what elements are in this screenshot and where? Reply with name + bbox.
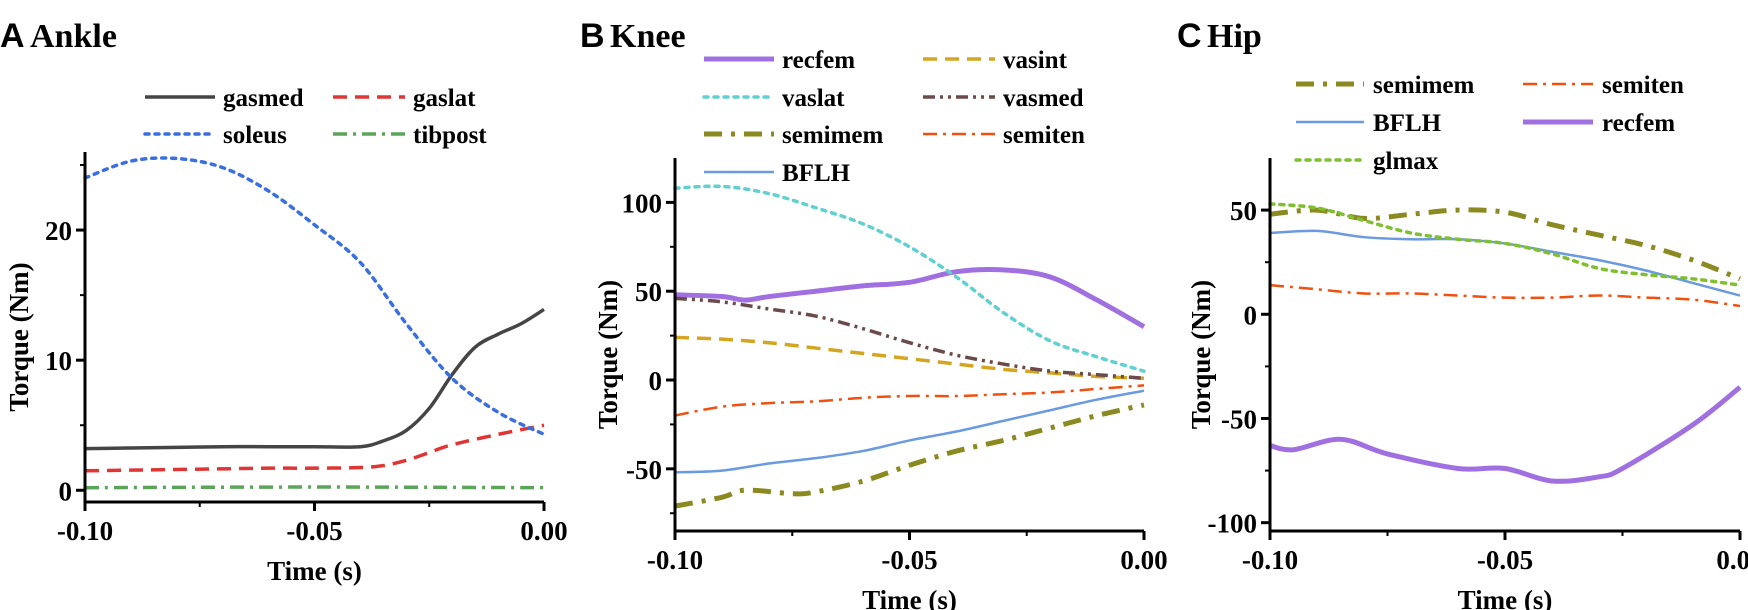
y-tick-label: 0 [1244, 300, 1258, 330]
legend-label: recfem [1602, 110, 1675, 137]
legend-item-gasmed: gasmed [145, 85, 304, 112]
panel-letter: C [1177, 17, 1202, 55]
x-tick-label: -0.10 [1242, 545, 1298, 575]
legend-item-semimem: semimem [704, 122, 884, 149]
y-axis-label: Torque (Nm) [1186, 280, 1216, 429]
legend-item-semimem: semimem [1296, 72, 1475, 99]
panel-title: Ankle [30, 18, 117, 55]
legend-item-semiten: semiten [923, 122, 1085, 149]
y-tick-label: 20 [45, 216, 72, 246]
x-axis-label: Time (s) [862, 585, 957, 610]
panel-ankle: A Ankle -0.10 -0.05 0.00 0 10 20 Time (s) Torque … [0, 17, 568, 586]
legend-label: vasint [1003, 47, 1068, 74]
y-axis-label: Torque (Nm) [4, 262, 34, 411]
y-tick-label: 0 [59, 476, 73, 506]
series-line-soleus [83, 156, 546, 437]
series-line-semimem [674, 402, 1145, 509]
series-line-bflh [1269, 229, 1741, 297]
legend-item-soleus: soleus [143, 122, 287, 149]
legend-item-vaslat: vaslat [702, 85, 845, 112]
y-axis-label: Torque (Nm) [593, 280, 623, 429]
legend-label: semiten [1003, 122, 1085, 149]
series-line-bflh [674, 389, 1145, 474]
x-axis-label: Time (s) [267, 556, 362, 586]
legend-label: vasmed [1003, 85, 1084, 112]
y-tick-label: -50 [1221, 404, 1257, 434]
y-tick-label: 50 [635, 277, 662, 307]
panel-letter: B [580, 17, 605, 55]
legend-item-tibpost: tibpost [333, 122, 487, 149]
legend-item-glmax: glmax [1294, 148, 1439, 175]
legend: gasmed gaslat soleus tibpost [143, 85, 487, 149]
legend-label: BFLH [1373, 110, 1442, 137]
series-line-vasmed [674, 296, 1145, 380]
series-group [1268, 202, 1742, 484]
y-tick-label: -100 [1208, 509, 1258, 539]
x-tick-label: -0.10 [57, 516, 113, 546]
legend-item-vasint: vasint [923, 47, 1068, 74]
legend-label: soleus [223, 122, 287, 149]
legend-label: gasmed [223, 85, 304, 112]
series-line-recfem [1269, 385, 1742, 484]
series-line-vaslat [673, 184, 1146, 373]
x-tick-label: 0.00 [1120, 545, 1167, 575]
legend-label: semiten [1602, 72, 1684, 99]
legend-label: recfem [782, 47, 855, 74]
panel-letter: A [0, 17, 25, 55]
y-tick-label: -50 [626, 455, 662, 485]
x-tick-label: 0.00 [1716, 545, 1748, 575]
panel-knee: B Knee -0.10 -0.05 0.00 -50 0 50 100 Time (s) Torq… [580, 17, 1168, 610]
legend-label: vaslat [782, 85, 845, 112]
x-tick-label: -0.05 [1477, 545, 1533, 575]
series-group [83, 156, 546, 490]
y-tick-label: 10 [45, 346, 72, 376]
legend-item-semiten: semiten [1523, 72, 1684, 99]
legend-item-vasmed: vasmed [923, 85, 1084, 112]
legend: recfem vasint vaslat vasmed semimem semiten BF… [702, 47, 1085, 187]
series-line-semiten [1269, 283, 1741, 308]
series-line-gaslat [84, 423, 545, 473]
legend-item-recfem: recfem [704, 47, 855, 74]
series-line-semiten [674, 384, 1145, 417]
legend-item-gaslat: gaslat [333, 85, 476, 112]
y-tick-label: 0 [649, 366, 663, 396]
legend: semimem semiten BFLH recfem glmax [1294, 72, 1684, 175]
panel-title: Hip [1207, 18, 1262, 55]
series-line-glmax [1268, 202, 1742, 287]
x-tick-label: 0.00 [520, 516, 567, 546]
legend-item-bflh: BFLH [704, 160, 851, 187]
legend-item-bflh: BFLH [1296, 110, 1442, 137]
x-tick-label: -0.05 [881, 545, 937, 575]
series-line-gasmed [84, 307, 545, 451]
legend-label: tibpost [413, 122, 487, 149]
legend-label: BFLH [782, 160, 851, 187]
legend-label: semimem [1373, 72, 1475, 99]
x-tick-label: -0.10 [647, 545, 703, 575]
series-group [673, 184, 1146, 509]
y-tick-label: 100 [622, 188, 663, 218]
legend-item-recfem: recfem [1523, 110, 1675, 137]
legend-label: semimem [782, 122, 884, 149]
legend-label: glmax [1373, 148, 1439, 175]
legend-label: gaslat [413, 85, 476, 112]
y-tick-label: 50 [1230, 196, 1257, 226]
x-tick-label: -0.05 [286, 516, 342, 546]
series-line-recfem [674, 267, 1146, 329]
x-axis-label: Time (s) [1458, 585, 1553, 610]
series-line-tibpost [84, 485, 545, 490]
panel-title: Knee [610, 18, 686, 55]
